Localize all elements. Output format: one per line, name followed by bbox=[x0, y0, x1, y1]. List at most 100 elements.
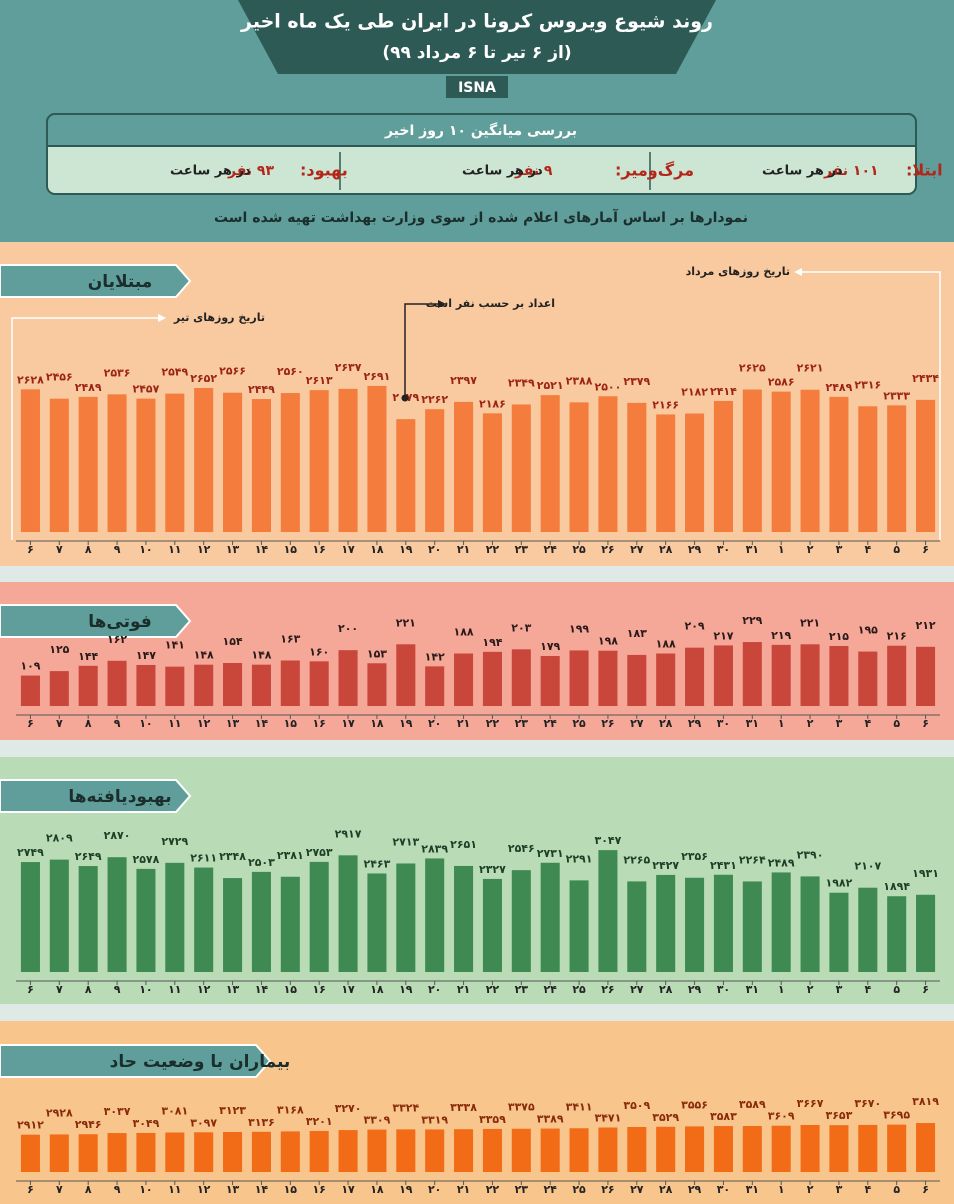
bar bbox=[251, 399, 271, 532]
value-label: ۳۵۰۹ bbox=[623, 1099, 650, 1112]
bar bbox=[425, 1129, 445, 1172]
mordad-bracket bbox=[800, 271, 941, 540]
value-label: ۲۳۸۱ bbox=[277, 849, 304, 862]
bar bbox=[742, 1125, 762, 1172]
bar bbox=[540, 395, 560, 532]
bar bbox=[280, 660, 300, 706]
value-label: ۲۱۶ bbox=[887, 630, 907, 643]
value-label: ۱۰۹ bbox=[20, 660, 40, 673]
value-label: ۳۰۳۷ bbox=[104, 1105, 131, 1118]
x-tick-label: ۱۳ bbox=[226, 717, 240, 730]
value-label: ۱۸۸ bbox=[453, 626, 473, 639]
value-label: ۲۶۵۲ bbox=[190, 372, 217, 385]
bar bbox=[800, 644, 820, 706]
bar bbox=[540, 1128, 560, 1172]
x-tick-label: ۲۳ bbox=[515, 543, 529, 556]
x-tick-label: ۲۵ bbox=[572, 543, 586, 556]
bar bbox=[223, 878, 243, 972]
bar bbox=[627, 402, 647, 532]
bar bbox=[829, 892, 849, 972]
value-label: ۲۱۹ bbox=[771, 629, 791, 642]
value-label: ۲۶۴۹ bbox=[75, 850, 102, 863]
bar bbox=[49, 398, 69, 532]
x-tick-label: ۲۴ bbox=[543, 983, 557, 996]
title: روند شیوع ویروس کرونا در ایران طی یک ماه… bbox=[240, 11, 713, 33]
value-label: ۲۶۳۷ bbox=[335, 361, 362, 374]
bar bbox=[482, 878, 502, 972]
value-label: ۳۱۲۳ bbox=[219, 1104, 246, 1117]
x-tick-label: ۱۶ bbox=[312, 543, 325, 556]
value-label: ۳۵۸۳ bbox=[710, 1110, 737, 1123]
x-tick-label: ۱ bbox=[778, 717, 785, 730]
x-tick-label: ۱۱ bbox=[168, 983, 181, 996]
bar bbox=[454, 401, 474, 532]
x-tick-label: ۱۹ bbox=[399, 717, 413, 730]
value-label: ۲۴۴۹ bbox=[248, 383, 275, 396]
x-tick-label: ۳۱ bbox=[746, 1183, 759, 1196]
x-tick-label: ۴ bbox=[864, 543, 871, 556]
value-label: ۱۹۴ bbox=[482, 636, 502, 649]
x-tick-label: ۲۲ bbox=[486, 717, 500, 730]
x-tick-label: ۳۱ bbox=[746, 543, 759, 556]
bar bbox=[20, 675, 40, 706]
bar bbox=[165, 393, 185, 532]
value-label: ۲۴۳۱ bbox=[710, 859, 737, 872]
title-tab bbox=[0, 779, 192, 813]
x-tick-label: ۵ bbox=[893, 717, 900, 730]
x-tick-label: ۷ bbox=[56, 543, 63, 556]
x-tick-label: ۶ bbox=[27, 983, 34, 996]
value-label: ۳۰۸۱ bbox=[161, 1105, 188, 1118]
value-label: ۳۶۰۹ bbox=[768, 1110, 795, 1123]
x-tick-label: ۶ bbox=[27, 543, 34, 556]
annotation: اعداد بر حسب نفر است bbox=[426, 297, 555, 310]
x-tick-label: ۲۰ bbox=[428, 983, 441, 996]
bar bbox=[309, 861, 329, 972]
x-tick-label: ۱۳ bbox=[226, 1183, 240, 1196]
value-label: ۳۵۲۹ bbox=[652, 1111, 679, 1124]
value-label: ۲۶۱۳ bbox=[306, 374, 333, 387]
bar bbox=[136, 664, 156, 706]
bar bbox=[396, 419, 416, 532]
bar bbox=[511, 649, 531, 706]
bar bbox=[482, 1128, 502, 1172]
x-tick-label: ۲۸ bbox=[659, 543, 673, 556]
summary-heading: بررسی میانگین ۱۰ روز اخیر bbox=[384, 122, 577, 139]
x-tick-label: ۴ bbox=[864, 1183, 871, 1196]
bar bbox=[454, 865, 474, 972]
bar bbox=[396, 863, 416, 972]
value-label: ۳۴۱۱ bbox=[566, 1100, 593, 1113]
bar bbox=[627, 881, 647, 972]
bar bbox=[396, 1129, 416, 1172]
tir-bracket bbox=[11, 317, 160, 540]
x-tick-label: ۱۰ bbox=[139, 1183, 152, 1196]
bar bbox=[223, 663, 243, 706]
bar bbox=[165, 1132, 185, 1172]
value-label: ۱۹۸۲ bbox=[826, 877, 853, 890]
value-label: ۱۶۰ bbox=[309, 645, 329, 658]
bar bbox=[107, 1133, 127, 1172]
x-tick-label: ۱۵ bbox=[284, 543, 298, 556]
value-label: ۲۳۴۹ bbox=[508, 376, 535, 389]
x-tick-label: ۲۲ bbox=[486, 1183, 500, 1196]
bar bbox=[280, 876, 300, 972]
x-tick-label: ۲۸ bbox=[659, 717, 673, 730]
x-tick-label: ۱۴ bbox=[255, 1183, 269, 1196]
value-label: ۱۴۸ bbox=[194, 649, 214, 662]
bar bbox=[136, 398, 156, 532]
value-label: ۲۴۵۷ bbox=[133, 383, 160, 396]
x-tick-label: ۲۱ bbox=[457, 1183, 470, 1196]
value-label: ۲۵۰۰ bbox=[595, 380, 622, 393]
x-tick-label: ۲۰ bbox=[428, 543, 441, 556]
bar bbox=[598, 850, 618, 972]
value-label: ۳۳۰۹ bbox=[364, 1114, 391, 1127]
bar bbox=[425, 409, 445, 532]
bar bbox=[858, 651, 878, 706]
x-tick-label: ۷ bbox=[56, 1183, 63, 1196]
bar bbox=[223, 392, 243, 532]
bar bbox=[713, 874, 733, 972]
bar bbox=[49, 1134, 69, 1172]
x-tick-label: ۲۶ bbox=[601, 1183, 614, 1196]
summary-heading-bg bbox=[46, 113, 917, 147]
value-label: ۲۹۱۷ bbox=[335, 827, 362, 840]
x-tick-label: ۱ bbox=[778, 983, 785, 996]
